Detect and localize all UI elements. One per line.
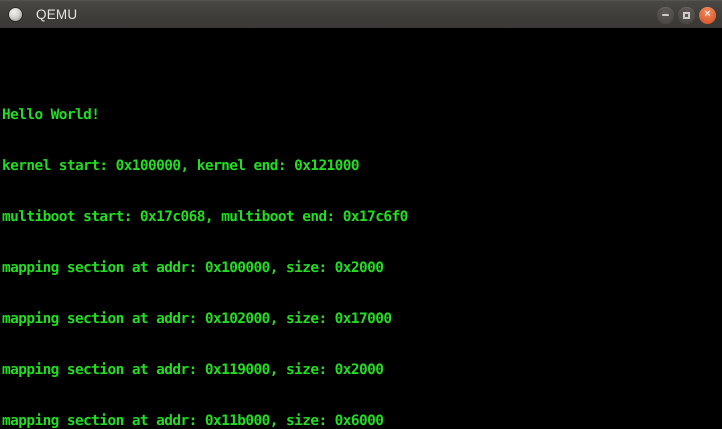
close-glyph: × xyxy=(704,8,711,20)
minimize-icon xyxy=(657,7,674,24)
console-line: mapping section at addr: 0x102000, size:… xyxy=(2,311,392,327)
window-title: QEMU xyxy=(36,6,78,22)
minimize-button[interactable] xyxy=(657,6,674,24)
vga-console-screen[interactable]: Hello World! kernel start: 0x100000, ker… xyxy=(0,28,722,429)
console-line: mapping section at addr: 0x119000, size:… xyxy=(2,362,384,378)
close-icon: × xyxy=(699,7,716,24)
maximize-icon xyxy=(678,7,695,24)
window-controls: × xyxy=(657,1,716,29)
maximize-button[interactable] xyxy=(678,6,695,24)
circle-icon xyxy=(9,8,22,21)
console-output: Hello World! kernel start: 0x100000, ker… xyxy=(2,73,720,429)
console-line: kernel start: 0x100000, kernel end: 0x12… xyxy=(2,158,360,174)
console-line: Hello World! xyxy=(2,107,100,123)
console-line: multiboot start: 0x17c068, multiboot end… xyxy=(2,209,408,225)
console-line: mapping section at addr: 0x11b000, size:… xyxy=(2,413,384,429)
console-line: mapping section at addr: 0x100000, size:… xyxy=(2,260,384,276)
close-button[interactable]: × xyxy=(699,6,716,24)
window-titlebar[interactable]: QEMU × xyxy=(0,0,722,28)
titlebar-left-group: QEMU xyxy=(0,1,77,29)
